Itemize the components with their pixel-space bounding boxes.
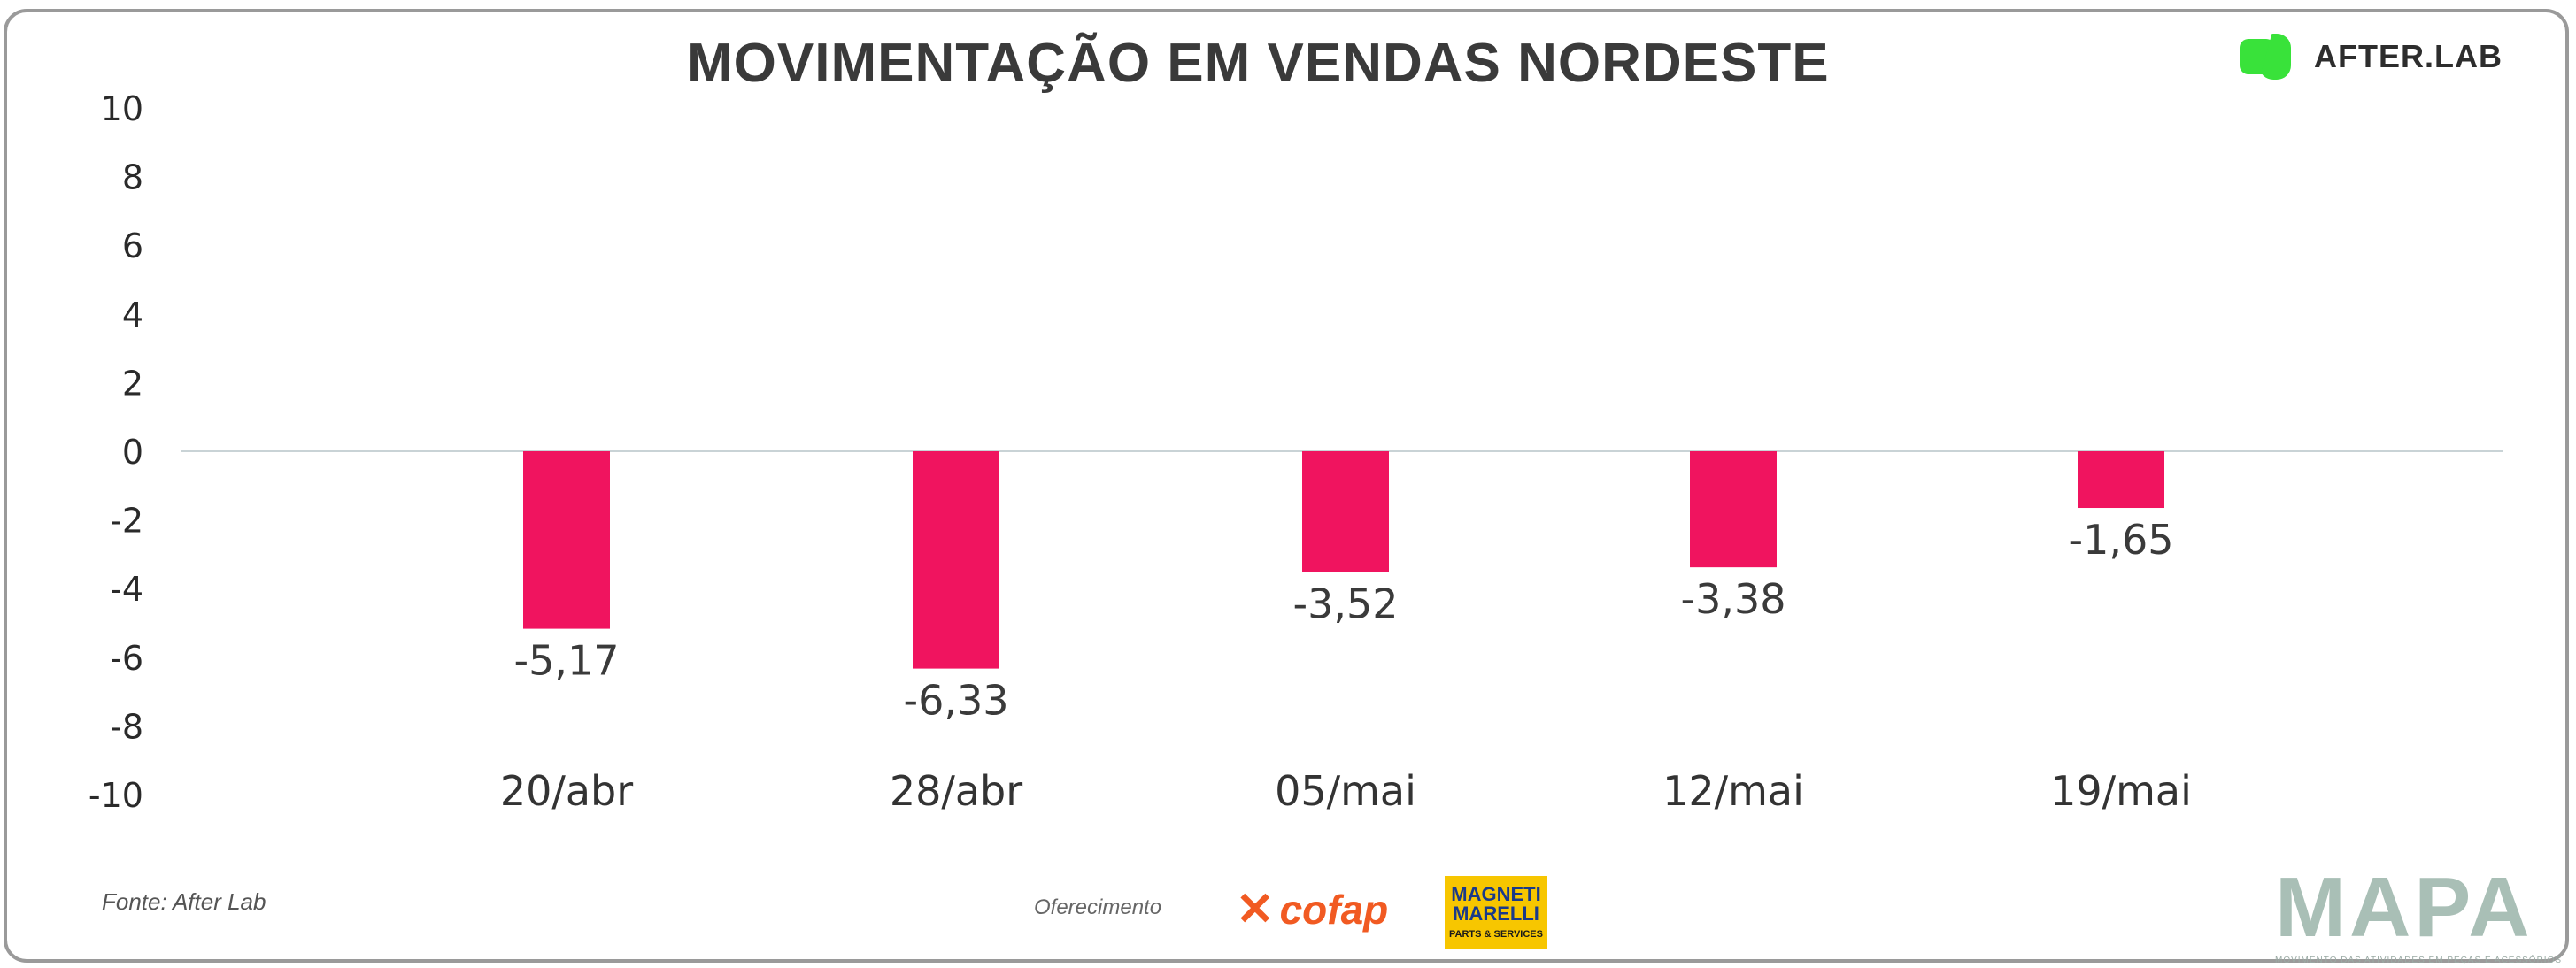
sponsor-label: Oferecimento [1034, 895, 1162, 919]
y-tick-label: 0 [122, 433, 143, 472]
afterlab-logo: AFTER.LAB [2240, 34, 2503, 80]
x-tick-label-19/mai: 19/mai [2050, 767, 2192, 815]
bar-05/mai [1302, 451, 1389, 572]
afterlab-logo-icon [2240, 34, 2300, 80]
data-label-05/mai: -3,52 [1292, 580, 1398, 628]
magneti-marelli-tagline: PARTS & SERVICES [1449, 929, 1543, 940]
data-label-20/abr: -5,17 [513, 637, 619, 685]
y-tick-label: 2 [122, 364, 143, 403]
data-label-12/mai: -3,38 [1680, 575, 1785, 623]
bars [523, 451, 2164, 669]
y-tick-label: -6 [110, 639, 143, 678]
data-label-19/mai: -1,65 [2068, 516, 2173, 564]
cofap-x-icon: ✕ [1236, 884, 1275, 935]
bar-12/mai [1690, 451, 1777, 568]
mapa-logo: MAPA MOVIMENTO DAS ATIVIDADES EM PEÇAS E… [2275, 860, 2563, 966]
y-tick-label: -2 [110, 502, 143, 541]
bar-19/mai [2078, 451, 2164, 509]
chart-frame [4, 9, 2569, 963]
bar-28/abr [913, 451, 999, 669]
magneti-marelli-logo-text: MAGNETI MARELLI [1451, 883, 1541, 925]
y-tick-label: 6 [122, 227, 143, 265]
mapa-logo-tagline: MOVIMENTO DAS ATIVIDADES EM PEÇAS E ACES… [2275, 956, 2563, 965]
x-tick-label-28/abr: 28/abr [890, 767, 1022, 815]
x-tick-label-05/mai: 05/mai [1275, 767, 1416, 815]
source-note: Fonte: After Lab [102, 888, 266, 915]
y-tick-label: -10 [89, 776, 143, 815]
afterlab-logo-text: AFTER.LAB [2314, 38, 2503, 74]
data-label-28/abr: -6,33 [903, 677, 1008, 725]
x-axis: 20/abr 28/abr 05/mai 12/mai 19/mai [500, 767, 2192, 815]
x-tick-label-12/mai: 12/mai [1662, 767, 1804, 815]
y-tick-label: 10 [101, 89, 143, 128]
mapa-logo-text: MAPA [2275, 860, 2534, 955]
chart-title: MOVIMENTAÇÃO EM VENDAS NORDESTE [687, 33, 1830, 94]
magneti-marelli-logo: MAGNETI MARELLI PARTS & SERVICES [1445, 876, 1547, 949]
y-tick-label: 8 [122, 158, 143, 197]
data-labels: -5,17 -6,33 -3,52 -3,38 -1,65 [513, 516, 2173, 725]
y-axis: 10 8 6 4 2 0 -2 -4 -6 -8 -10 [89, 89, 143, 815]
x-tick-label-20/abr: 20/abr [500, 767, 633, 815]
cofap-logo: ✕ cofap [1236, 887, 1388, 933]
cofap-logo-text: cofap [1279, 887, 1389, 933]
bar-20/abr [523, 451, 610, 629]
y-tick-label: 4 [122, 296, 143, 334]
y-tick-label: -4 [110, 570, 143, 609]
y-tick-label: -8 [110, 707, 143, 746]
